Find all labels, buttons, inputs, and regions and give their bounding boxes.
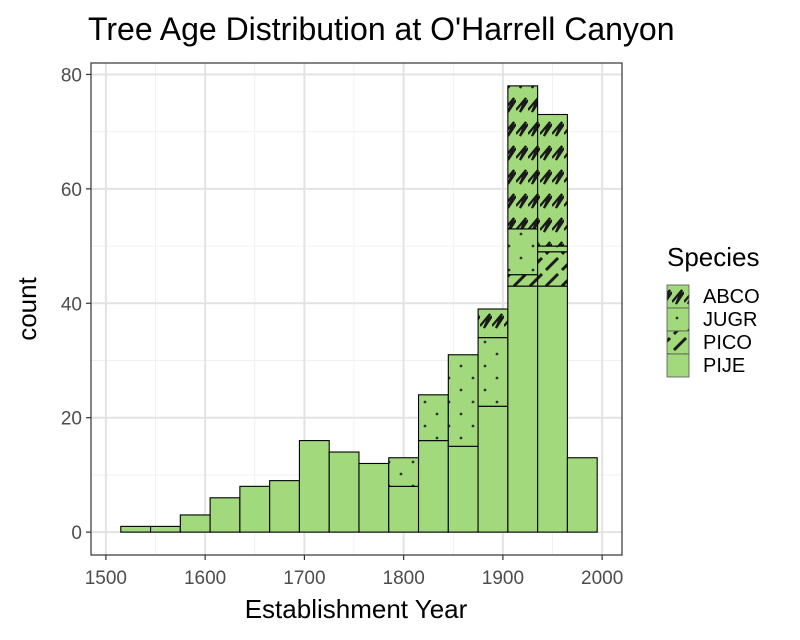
y-tick-label: 20 [61, 409, 82, 430]
bar-segment-abco [537, 113, 568, 247]
legend-label-pije: PIJE [703, 355, 745, 377]
bar-segment-jugr [447, 354, 479, 447]
y-tick-label: 0 [71, 523, 82, 544]
bar-segment-pije [179, 514, 211, 533]
bar-segment-abco [507, 85, 539, 230]
bar-segment-jugr [417, 394, 449, 442]
bar-segment-pije [239, 485, 271, 533]
chart-title: Tree Age Distribution at O'Harrell Canyo… [88, 11, 675, 47]
bar-segment-pije [477, 405, 509, 533]
bar-segment-pije [269, 480, 300, 533]
legend-label-pico: PICO [703, 332, 752, 354]
bar-segment-jugr [477, 337, 509, 407]
bar-segment-pije [358, 462, 390, 533]
bars [120, 85, 598, 533]
legend-key-pico [666, 330, 690, 355]
x-tick-label: 1500 [85, 568, 127, 589]
panel-border [90, 62, 623, 556]
x-axis-title: Establishment Year [245, 594, 468, 624]
x-tick-label: 1600 [184, 568, 226, 589]
bar-segment-pije [447, 445, 479, 533]
bar-segment-pije [537, 285, 568, 533]
y-tick-label: 60 [61, 180, 82, 201]
bar-segment-jugr [388, 457, 420, 487]
y-tick-label: 40 [61, 294, 82, 315]
bar-segment-pico [537, 251, 568, 287]
legend-key-jugr [666, 307, 690, 332]
legend-label-jugr: JUGR [703, 309, 757, 331]
legend-key-pije [666, 353, 690, 378]
bar-segment-pije [566, 457, 598, 533]
x-tick-label: 1700 [283, 568, 325, 589]
legend-label-abco: ABCO [703, 286, 760, 308]
bar-segment-abco [477, 308, 509, 339]
bar-segment-pije [150, 525, 181, 533]
bar-segment-jugr [507, 228, 539, 276]
y-tick-label: 80 [61, 65, 82, 86]
y-axis-title: count [12, 276, 42, 340]
legend-key-abco [666, 284, 690, 309]
bar-segment-pije [328, 451, 360, 533]
axis-ticks: 0 20 40 60 80 1500 1600 1700 1800 1900 2000 [61, 65, 623, 589]
x-tick-label: 2000 [581, 568, 623, 589]
bar-segment-pije [298, 440, 330, 533]
legend-title: Species [667, 242, 760, 272]
bar-segment-pije [417, 440, 449, 533]
bar-segment-pico [507, 274, 539, 287]
bar-segment-pije [209, 497, 241, 533]
x-tick-label: 1800 [383, 568, 425, 589]
plot-panel: 0 20 40 60 80 1500 1600 1700 1800 1900 2000 [61, 62, 623, 589]
bar-segment-jugr [537, 245, 568, 253]
bar-segment-pije [388, 485, 420, 533]
bar-segment-pije [507, 285, 539, 533]
x-tick-label: 1900 [482, 568, 524, 589]
bar-segment-pije [120, 525, 152, 533]
